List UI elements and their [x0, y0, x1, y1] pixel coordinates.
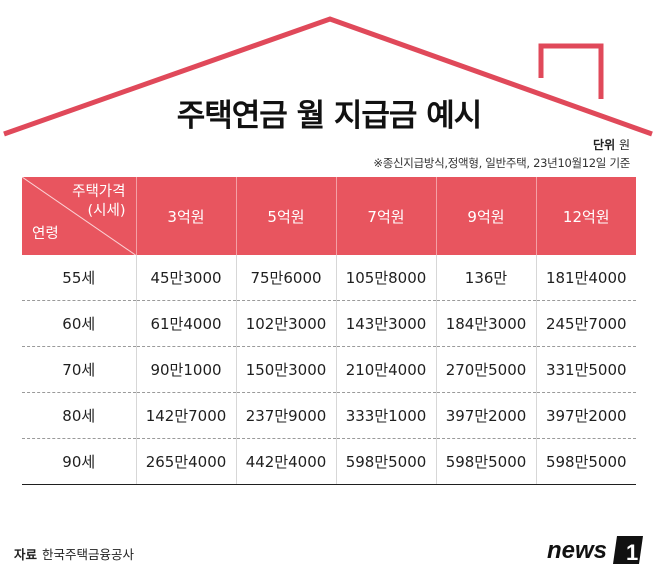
value-cell: 150만3000 — [236, 346, 337, 393]
price-header-line1: 주택가격 — [72, 184, 126, 200]
column-header: 5억원 — [236, 177, 337, 255]
table-row: 60세 61만4000 102만3000 143만3000 184만3000 2… — [22, 300, 636, 347]
column-header: 9억원 — [436, 177, 537, 255]
value-cell: 210만4000 — [336, 346, 437, 393]
value-cell: 598만5000 — [536, 438, 636, 485]
source-label: 자료 — [14, 547, 38, 562]
criteria-note: ※종신지급방식,정액형, 일반주택, 23년10월12일 기준 — [373, 156, 630, 170]
value-cell: 45만3000 — [136, 255, 237, 301]
age-cell: 55세 — [22, 255, 137, 301]
value-cell: 265만4000 — [136, 438, 237, 485]
value-cell: 143만3000 — [336, 300, 437, 347]
value-cell: 75만6000 — [236, 255, 337, 301]
value-cell: 102만3000 — [236, 300, 337, 347]
value-cell: 105만8000 — [336, 255, 437, 301]
news1-logo: news 1 — [547, 536, 643, 565]
chimney — [538, 43, 604, 99]
pension-table: 주택가격 (시세) 연령 3억원 5억원 7억원 9억원 12억원 55세 45… — [22, 177, 636, 485]
value-cell: 90만1000 — [136, 346, 237, 393]
table-row: 55세 45만3000 75만6000 105만8000 136만 181만40… — [22, 255, 636, 301]
table-row: 70세 90만1000 150만3000 210만4000 270만5000 3… — [22, 346, 636, 393]
diagonal-divider — [22, 177, 136, 255]
column-header: 7억원 — [336, 177, 437, 255]
age-header: 연령 — [32, 226, 59, 242]
age-cell: 80세 — [22, 392, 137, 439]
source-credit: 자료 한국주택금융공사 — [14, 544, 134, 563]
value-cell: 61만4000 — [136, 300, 237, 347]
age-cell: 90세 — [22, 438, 137, 485]
unit-key: 단위 — [593, 138, 616, 152]
age-cell: 70세 — [22, 346, 137, 393]
table-row: 90세 265만4000 442만4000 598만5000 598만5000 … — [22, 438, 636, 485]
column-header: 3억원 — [136, 177, 237, 255]
value-cell: 237만9000 — [236, 392, 337, 439]
value-cell: 270만5000 — [436, 346, 537, 393]
value-cell: 333만1000 — [336, 392, 437, 439]
value-cell: 598만5000 — [336, 438, 437, 485]
source-value: 한국주택금융공사 — [42, 547, 135, 562]
value-cell: 184만3000 — [436, 300, 537, 347]
unit-label: 단위 원 — [593, 136, 630, 153]
age-cell: 60세 — [22, 300, 137, 347]
roof-line — [3, 16, 653, 137]
value-cell: 397만2000 — [536, 392, 636, 439]
value-cell: 245만7000 — [536, 300, 636, 347]
column-header: 12억원 — [536, 177, 636, 255]
value-cell: 136만 — [436, 255, 537, 301]
logo-mark-shape — [613, 536, 643, 564]
value-cell: 442만4000 — [236, 438, 337, 485]
value-cell: 331만5000 — [536, 346, 636, 393]
table-row: 80세 142만7000 237만9000 333만1000 397만2000 … — [22, 392, 636, 439]
price-header-line2: (시세) — [87, 203, 126, 219]
value-cell: 142만7000 — [136, 392, 237, 439]
value-cell: 598만5000 — [436, 438, 537, 485]
header-row: 주택가격 (시세) 연령 3억원 5억원 7억원 9억원 12억원 — [22, 177, 636, 255]
page-title: 주택연금 월 지급금 예시 — [176, 98, 483, 134]
logo-mark: 1 — [626, 540, 638, 565]
value-cell: 181만4000 — [536, 255, 636, 301]
price-header: 주택가격 (시세) — [72, 183, 125, 221]
logo-text: news — [547, 537, 607, 564]
corner-header: 주택가격 (시세) 연령 — [22, 177, 137, 255]
unit-value: 원 — [618, 138, 630, 152]
value-cell: 397만2000 — [436, 392, 537, 439]
